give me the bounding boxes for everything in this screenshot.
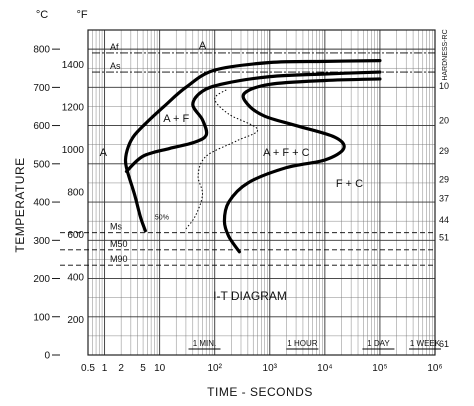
plot-frame xyxy=(87,29,436,356)
hardness-label: 29 xyxy=(439,175,449,185)
celsius-tick-label: 700 xyxy=(33,83,50,94)
x-tick-label: 10⁵ xyxy=(372,363,387,374)
hardness-labels: 10 20 29 29 37 44 51 61 xyxy=(439,81,449,349)
fahrenheit-tick-label: 800 xyxy=(67,187,84,198)
fahrenheit-tick-label: 400 xyxy=(67,272,84,283)
right-unit-label: °F xyxy=(76,9,87,21)
left-unit-label: °C xyxy=(36,9,48,21)
hardness-label: 61 xyxy=(439,339,449,349)
time-marker-label: 1 HOUR xyxy=(287,339,317,348)
celsius-tick-label: 500 xyxy=(33,159,50,170)
reference-label: Ms xyxy=(110,222,122,232)
hardness-label: 29 xyxy=(439,146,449,156)
celsius-tick-label: 0 xyxy=(44,351,50,362)
fahrenheit-tick-label: 1200 xyxy=(62,102,85,113)
transformation-curve xyxy=(222,77,382,254)
fahrenheit-tick-labels: 200 400 600 800 1000 1200 1400 xyxy=(62,60,85,326)
celsius-tick-label: 600 xyxy=(33,121,50,132)
reference-label: As xyxy=(110,61,121,71)
chart-title: I-T DIAGRAM xyxy=(213,289,287,303)
region-label: A + F xyxy=(163,113,189,125)
y-axis-title: TEMPERATURE xyxy=(13,157,27,252)
x-tick-label: 1 xyxy=(102,363,108,374)
reference-label: Af xyxy=(110,42,119,52)
region-label: A xyxy=(100,147,108,159)
x-tick-label: 2 xyxy=(118,363,124,374)
fahrenheit-tick-label: 600 xyxy=(67,230,84,241)
x-tick-label: 10⁶ xyxy=(427,363,442,374)
fahrenheit-tick-label: 1400 xyxy=(62,60,85,71)
annotations: A A + F A A + F + C F + C 50% xyxy=(100,40,363,221)
x-tick-label: 10² xyxy=(207,363,222,374)
curves xyxy=(123,58,382,254)
celsius-tick-labels: 0 100 200 300 400 500 600 700 800 xyxy=(33,45,60,362)
hardness-label: 44 xyxy=(439,215,449,225)
celsius-tick-label: 300 xyxy=(33,236,50,247)
transformation-curve xyxy=(123,58,382,233)
region-label: F + C xyxy=(336,178,363,190)
time-marker-label: 1 DAY xyxy=(367,339,390,348)
x-tick-labels: 0.5 1 2 5 10 10² 10³ 10⁴ 10⁵ 10⁶ xyxy=(81,363,443,374)
x-tick-label: 10⁴ xyxy=(317,363,332,374)
fahrenheit-tick-label: 200 xyxy=(67,315,84,326)
celsius-tick-label: 800 xyxy=(33,45,50,56)
hardness-title: HARDNESS-RC xyxy=(442,29,449,80)
reference-lines: Af As Ms M50 M90 xyxy=(60,42,435,266)
hardness-label: 37 xyxy=(439,194,449,204)
hardness-label: 51 xyxy=(439,233,449,243)
fahrenheit-tick-label: 1000 xyxy=(62,145,85,156)
region-label: 50% xyxy=(155,214,169,221)
reference-label: M90 xyxy=(110,254,128,264)
x-tick-label: 5 xyxy=(140,363,146,374)
time-markers: 1 MIN. 1 HOUR 1 DAY 1 WEEK xyxy=(188,339,441,350)
x-tick-label: 10 xyxy=(154,363,166,374)
hardness-label: 20 xyxy=(439,115,449,125)
region-label: A xyxy=(199,40,207,52)
x-tick-label: 10³ xyxy=(263,363,278,374)
x-tick-label: 0.5 xyxy=(81,363,95,374)
region-label: A + F + C xyxy=(263,147,310,159)
transformation-curve xyxy=(124,70,382,174)
celsius-tick-label: 100 xyxy=(33,312,50,323)
celsius-tick-label: 400 xyxy=(33,198,50,209)
celsius-tick-label: 200 xyxy=(33,274,50,285)
time-marker-label: 1 WEEK xyxy=(410,339,441,348)
hardness-label: 10 xyxy=(439,81,449,91)
reference-label: M50 xyxy=(110,239,128,249)
x-axis-title: TIME - SECONDS xyxy=(207,385,313,399)
time-marker-label: 1 MIN. xyxy=(193,339,217,348)
minor-grid xyxy=(87,29,435,355)
